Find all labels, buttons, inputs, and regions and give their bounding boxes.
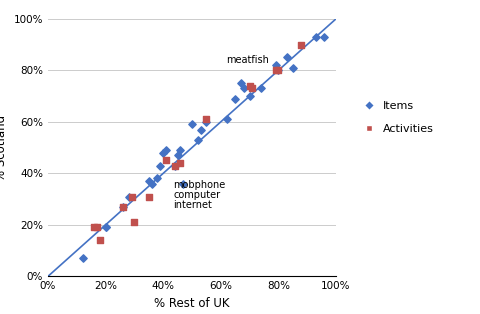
Items [154,176,161,181]
Activities [119,204,127,209]
Items [162,148,170,153]
Items [177,148,184,153]
Items [272,63,279,68]
Items [156,163,164,168]
Items [240,86,248,91]
Y-axis label: % Scotland: % Scotland [0,115,8,181]
Text: mobphone: mobphone [173,180,226,190]
Activities [93,225,101,230]
Items [159,150,167,155]
Activities [90,225,98,230]
Text: internet: internet [173,200,212,210]
Items [148,181,156,186]
Items [312,34,320,39]
Items [223,117,230,122]
Activities [131,220,138,225]
Activities [96,238,104,243]
Items [174,153,181,158]
Activities [298,42,305,47]
Items [197,127,204,132]
Activities [177,160,184,165]
Items [231,96,239,101]
Items [171,163,179,168]
Legend: Items, Activities: Items, Activities [353,96,438,139]
Text: meatfish: meatfish [227,55,269,65]
Activities [249,86,256,91]
Items [246,94,253,99]
Activities [171,163,179,168]
Activities [162,158,170,163]
Items [180,181,187,186]
Items [125,194,132,199]
X-axis label: % Rest of UK: % Rest of UK [154,297,230,310]
Text: computer: computer [173,190,220,200]
Items [119,204,127,209]
Items [283,55,291,60]
Items [289,65,297,70]
Activities [272,68,279,73]
Items [102,225,109,230]
Activities [128,194,135,199]
Items [145,179,153,184]
Items [275,68,282,73]
Activities [145,194,153,199]
Items [237,81,245,86]
Items [102,225,109,230]
Items [79,256,86,261]
Items [194,137,202,142]
Items [257,86,265,91]
Activities [246,83,253,88]
Items [203,119,210,124]
Activities [275,68,282,73]
Items [188,122,196,127]
Items [321,34,328,39]
Activities [203,117,210,122]
